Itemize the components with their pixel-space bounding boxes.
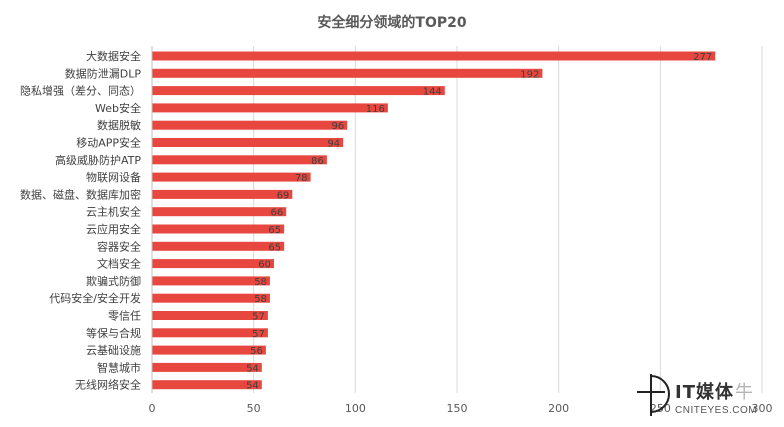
watermark-faint-text: 牛	[735, 382, 753, 403]
data-label: 58	[254, 294, 267, 305]
category-label: 欺骗式防御	[86, 274, 141, 288]
data-label: 144	[423, 87, 442, 98]
data-label: 54	[246, 363, 259, 374]
bar	[152, 207, 287, 217]
bar	[152, 172, 311, 182]
category-label: 高级威胁防护ATP	[55, 153, 141, 167]
bar	[152, 328, 268, 338]
bar	[152, 138, 344, 147]
bar	[152, 86, 445, 96]
bar	[152, 345, 266, 355]
bar	[152, 241, 285, 251]
bar	[152, 380, 262, 390]
data-label: 57	[252, 312, 265, 323]
bar	[152, 259, 274, 269]
category-label: 数据脱敏	[97, 118, 141, 132]
category-label: Web安全	[95, 101, 141, 115]
category-label: 零信任	[108, 310, 141, 323]
data-label: 58	[254, 277, 267, 288]
data-label: 54	[246, 381, 259, 392]
bar	[152, 311, 268, 320]
category-label: 隐私增强（差分、同态）	[20, 84, 141, 98]
category-label: 云应用安全	[86, 222, 141, 236]
data-label: 116	[366, 104, 385, 115]
x-tick-label: 200	[548, 402, 569, 415]
category-label: 云基础设施	[86, 344, 141, 357]
data-label: 192	[520, 69, 539, 80]
data-label: 66	[270, 208, 283, 219]
category-label: 等保与合规	[86, 326, 141, 340]
data-label: 86	[311, 156, 324, 167]
bar	[152, 120, 348, 130]
data-label: 277	[693, 52, 712, 63]
category-label: 云主机安全	[86, 205, 141, 219]
watermark-mark-icon	[637, 374, 670, 416]
data-label: 65	[268, 225, 281, 236]
data-label: 96	[331, 121, 344, 132]
bar	[152, 293, 270, 303]
watermark-sub-text: CNITEYES.COM	[675, 405, 758, 416]
data-label: 94	[327, 139, 340, 150]
category-label: 容器安全	[97, 239, 141, 253]
x-tick-label: 50	[247, 402, 261, 415]
data-label: 57	[252, 329, 265, 340]
category-label: 大数据安全	[86, 49, 141, 63]
bar	[152, 224, 285, 234]
category-label: 数据防泄漏DLP	[65, 66, 142, 80]
category-label: 无线网络安全	[75, 378, 141, 392]
data-label: 78	[295, 173, 308, 184]
category-label: 移动APP安全	[76, 136, 141, 150]
bar	[152, 362, 262, 372]
watermark-logo: IT媒体 牛 CNITEYES.COM	[635, 370, 780, 425]
bar	[152, 51, 716, 61]
category-label: 智慧城市	[97, 360, 141, 374]
x-tick-label: 0	[149, 402, 156, 415]
x-tick-label: 100	[345, 402, 366, 415]
data-label: 69	[277, 190, 290, 201]
bar	[152, 68, 543, 78]
category-label: 代码安全/安全开发	[49, 291, 141, 305]
data-label: 60	[258, 260, 271, 271]
x-tick-label: 150	[447, 402, 468, 415]
category-label: 文档安全	[97, 257, 141, 271]
chart-title: 安全细分领域的TOP20	[317, 15, 467, 31]
category-label: 数据、磁盘、数据库加密	[20, 187, 141, 201]
bar	[152, 155, 327, 165]
data-label: 56	[250, 346, 263, 357]
bar	[152, 276, 270, 286]
watermark-main-text: IT媒体	[675, 382, 734, 403]
bar	[152, 189, 293, 199]
bar	[152, 103, 388, 113]
data-label: 65	[268, 242, 281, 253]
x-tick-label: 300	[752, 402, 773, 415]
category-label: 物联网设备	[86, 170, 141, 184]
